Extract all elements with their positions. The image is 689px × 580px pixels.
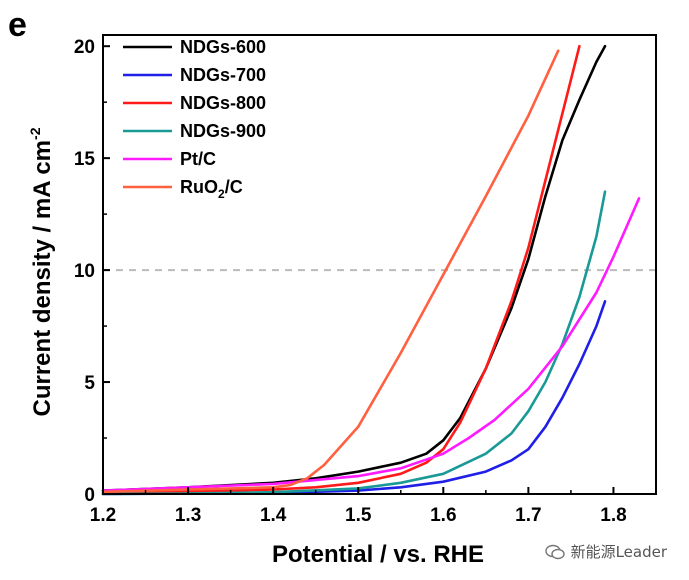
axes-frame	[102, 34, 657, 495]
y-tick-label: 5	[84, 373, 95, 394]
y-axis-title-sup: -2	[27, 127, 43, 140]
legend-entry-label: NDGs-900	[180, 121, 266, 141]
y-tick-label: 15	[74, 149, 96, 170]
x-tick-label: 1.6	[430, 505, 456, 526]
watermark: 新能源Leader	[544, 541, 667, 562]
legend-entry-label: NDGs-800	[180, 93, 266, 113]
x-tick-label: 1.7	[515, 505, 541, 526]
legend-label-subscript: 2	[218, 187, 225, 201]
y-axis-title: Current density / mA cm-2	[27, 127, 56, 416]
y-axis-ticks: 0 5 10 15 20	[74, 37, 110, 506]
wechat-icon	[544, 544, 565, 559]
watermark-text: 新能源Leader	[570, 543, 667, 561]
x-axis-title: Potential / vs. RHE	[272, 541, 484, 568]
legend: NDGs-600 NDGs-700 NDGs-800 NDGs-900 Pt/C RuO2…	[123, 37, 266, 201]
legend-entry-label: NDGs-600	[180, 37, 266, 57]
series-line-ndgs-700	[101, 300, 607, 496]
y-tick-label: 20	[74, 37, 95, 58]
series-line-ruo-c	[101, 49, 560, 494]
legend-label-suffix: /C	[225, 177, 243, 197]
x-tick-label: 1.2	[90, 505, 116, 526]
legend-entry-label: RuO2/C	[180, 177, 243, 201]
y-tick-label: 10	[74, 261, 95, 282]
x-axis-ticks: 1.2 1.3 1.4 1.5 1.6 1.7 1.8	[90, 487, 627, 526]
legend-entry-label: NDGs-700	[180, 65, 266, 85]
series-group	[101, 44, 641, 496]
series-line-pt-c	[101, 197, 641, 492]
legend-entry-label: Pt/C	[180, 149, 216, 169]
legend-label-base: RuO	[180, 177, 218, 197]
y-tick-label: 0	[84, 485, 95, 506]
x-tick-label: 1.5	[345, 505, 372, 526]
panel-label: e	[8, 6, 27, 44]
x-tick-label: 1.4	[260, 505, 287, 526]
x-tick-label: 1.3	[175, 505, 201, 526]
plot-area: 1.2 1.3 1.4 1.5 1.6 1.7 1.8 0 5 10 15 20	[74, 34, 657, 526]
series-line-ndgs-800	[101, 44, 581, 495]
series-line-ndgs-900	[101, 190, 607, 496]
y-axis-title-main: Current density / mA cm	[29, 140, 56, 417]
x-tick-label: 1.8	[600, 505, 626, 526]
